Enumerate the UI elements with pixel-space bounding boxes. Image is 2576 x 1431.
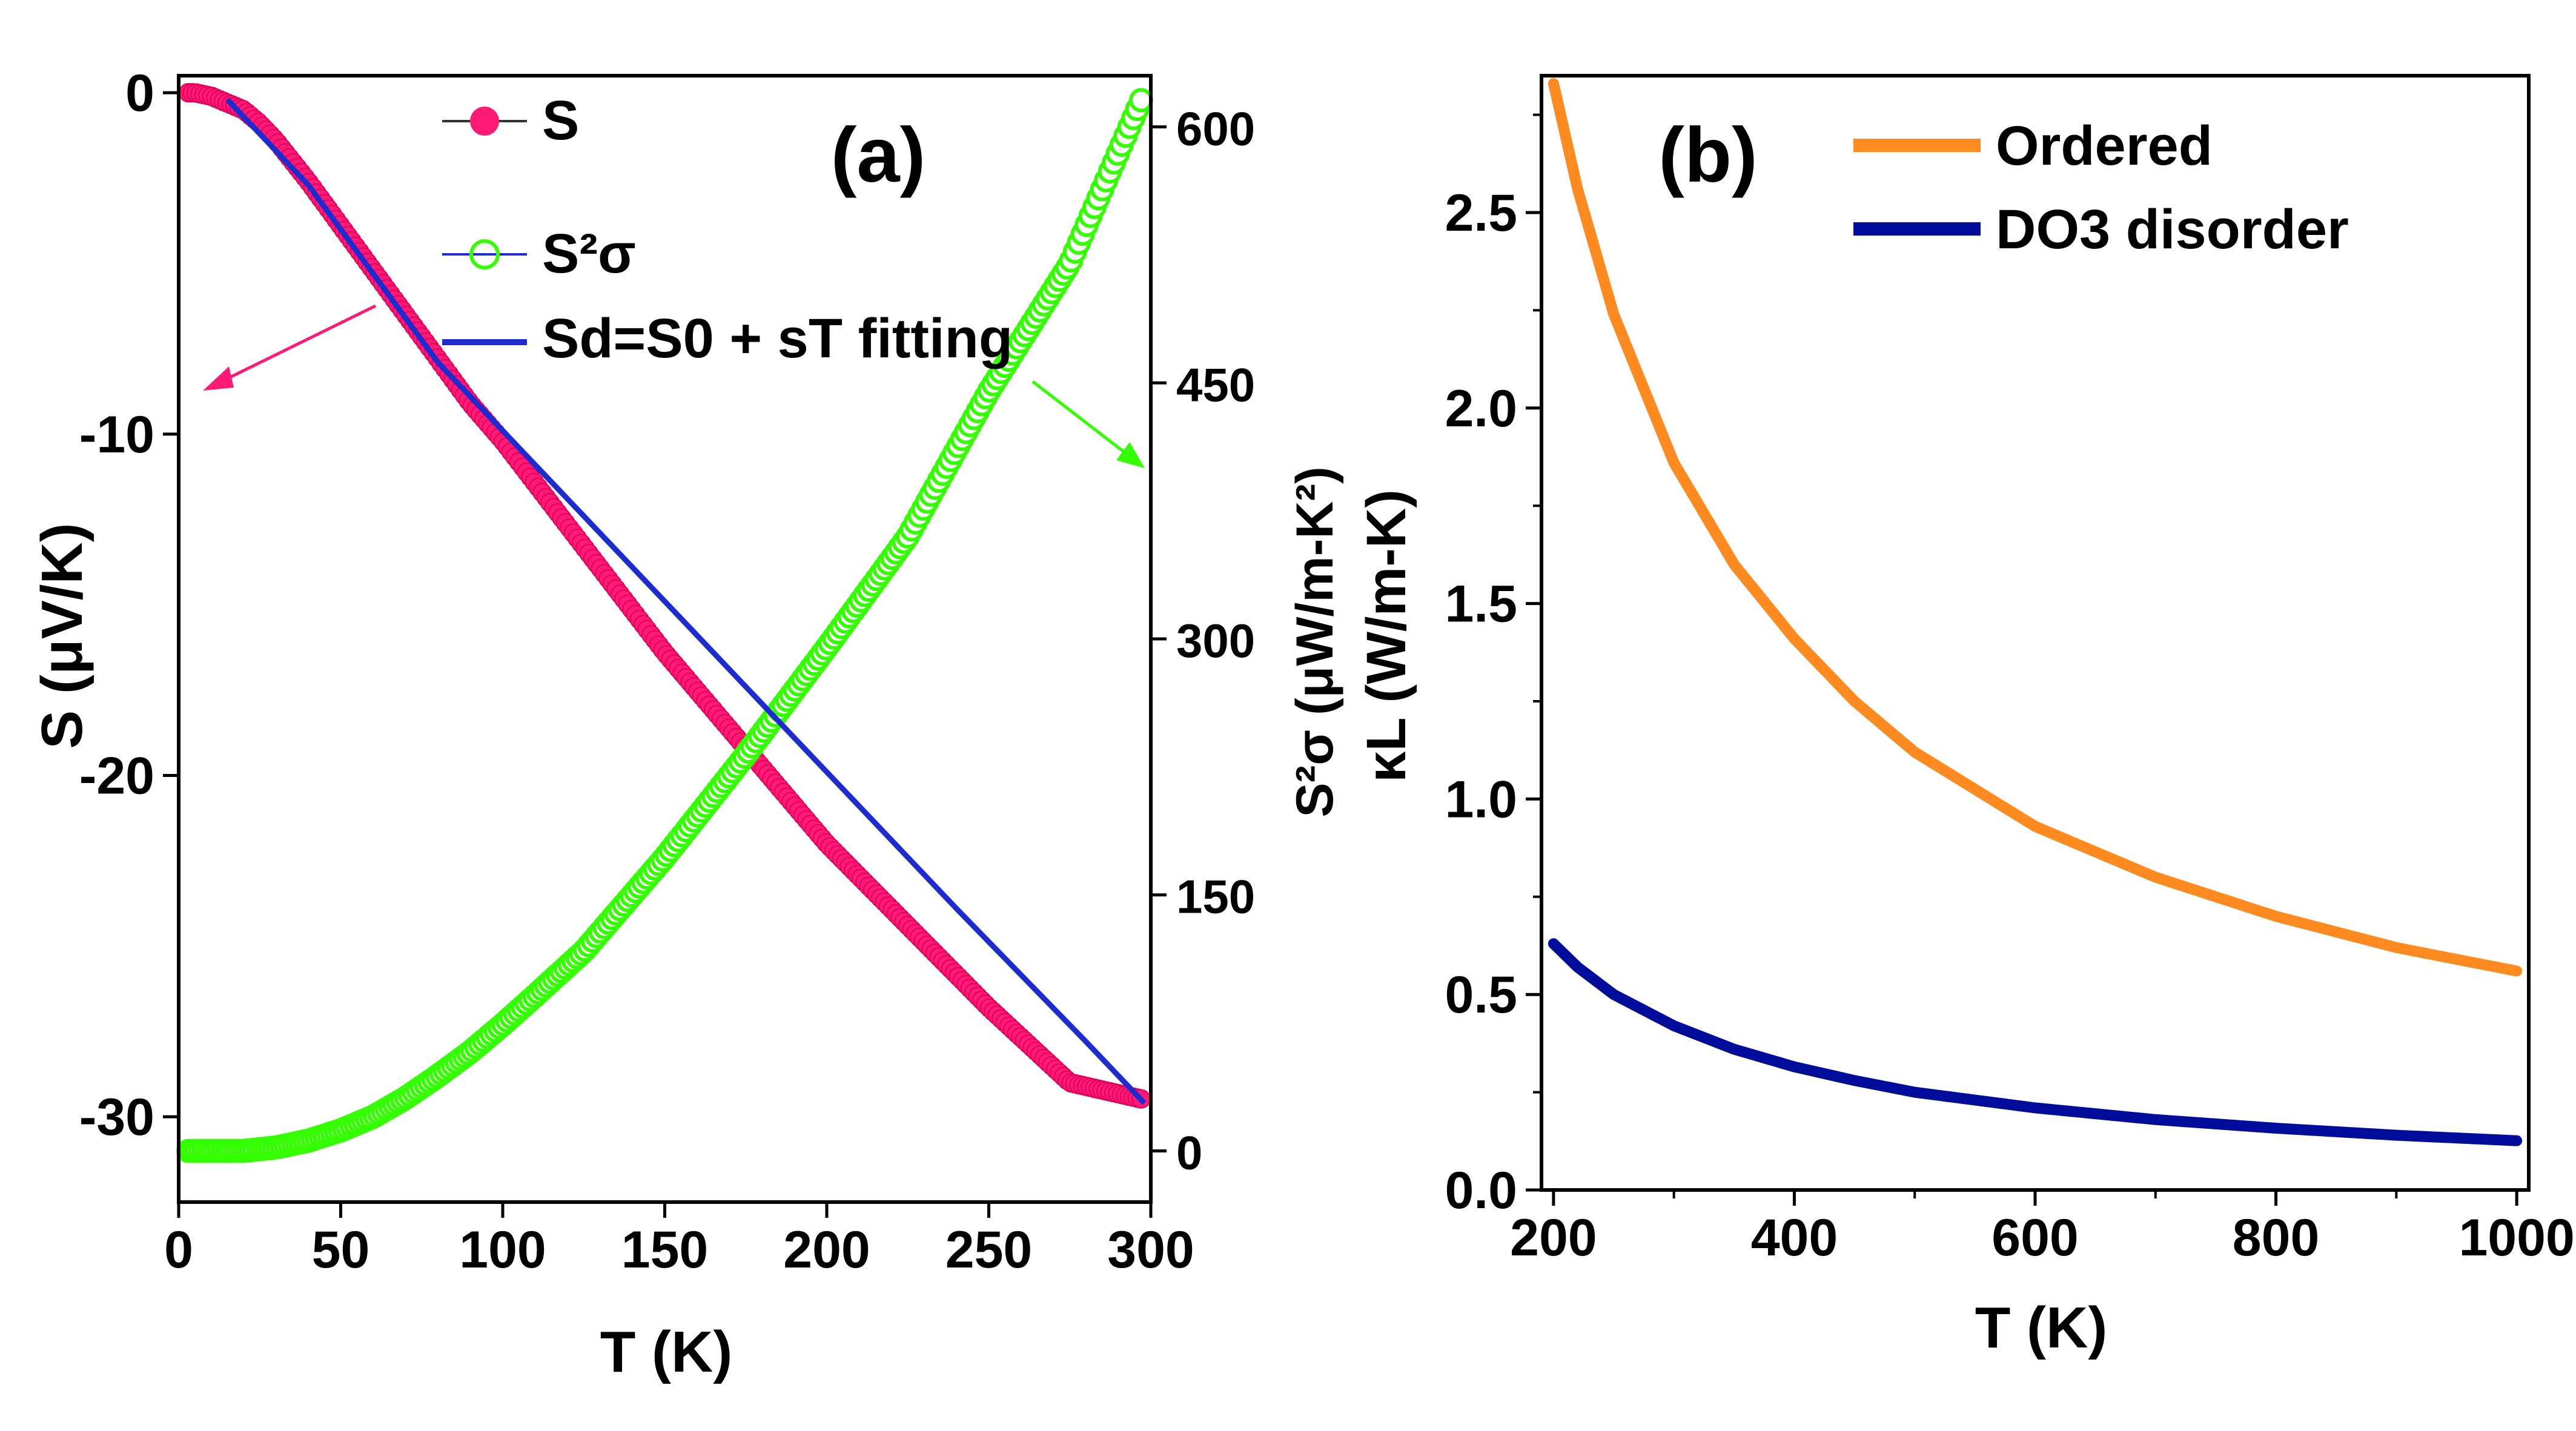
panel-b-label: (b)	[1658, 112, 1757, 199]
panel-b-x-axis-title: T (K)	[1975, 1295, 2108, 1360]
y-tick-label: 1.0	[1445, 770, 1517, 828]
legend-label-do3-disorder: DO3 disorder	[1996, 199, 2349, 260]
x-tick-label: 1000	[2458, 1209, 2574, 1267]
x-tick-label: 200	[1510, 1209, 1597, 1267]
panel-a-series-layer	[176, 83, 1153, 1163]
y-tick-label: 2.5	[1445, 184, 1517, 242]
series-do3-disorder	[1548, 938, 2523, 1146]
left-y-tick-label: -10	[79, 406, 154, 464]
panel-a-left-ticks: 0 -10 -20 -30	[79, 64, 179, 1146]
panel-b: 200 400 600 800 1000 0.00.51.01.52.02.5 (b) …	[1356, 74, 2575, 1360]
legend-label-s2sigma: S²σ	[542, 223, 636, 285]
panel-b-y-ticks: 0.0 0.5 1.0 1.5 2.0 2.5	[1445, 113, 1541, 1220]
panel-b-x-ticks: 200 400 600 800 1000	[1510, 1190, 2575, 1267]
right-y-tick-label: 150	[1176, 870, 1255, 924]
x-tick-label: 150	[621, 1221, 709, 1279]
x-tick-label: 400	[1751, 1209, 1838, 1267]
panel-a-label: (a)	[831, 112, 925, 199]
panel-a-left-axis-title: S (μV/K)	[30, 523, 94, 749]
panel-b-y-axis-title: κL (W/m-K)	[1356, 489, 1417, 782]
y-tick-label: 1.5	[1445, 575, 1517, 633]
panel-a-x-ticks: 0 50 100 150 200 250 300	[164, 1202, 1194, 1279]
series-line	[1548, 938, 2523, 1146]
legend-entry-s2sigma: S²σ	[442, 223, 636, 285]
series-fit-line	[225, 97, 1147, 1105]
left-y-tick-label: -20	[79, 747, 154, 805]
legend-entry-s: S	[442, 90, 579, 151]
panel-a-right-axis-title: S²σ (μW/m-K²)	[1286, 466, 1344, 818]
panel-a-left-pointer-arrow	[203, 304, 377, 391]
legend-label-fit: Sd=S0 + sT fitting	[542, 308, 1013, 369]
x-tick-label: 600	[1992, 1209, 2079, 1267]
x-tick-label: 300	[1107, 1221, 1194, 1279]
y-tick-label: 0.0	[1445, 1162, 1517, 1220]
series-s2sigma	[176, 88, 1153, 1163]
panel-a-right-pointer-arrow	[1031, 380, 1145, 468]
legend-label-ordered: Ordered	[1996, 115, 2213, 177]
panel-a-right-ticks: 0 150 300 450 600	[1151, 102, 1255, 1179]
legend-label-s: S	[542, 90, 579, 151]
x-tick-label: 50	[312, 1221, 370, 1279]
right-y-tick-label: 450	[1176, 358, 1255, 411]
series-s2sigma-point	[1128, 88, 1153, 113]
series-fit	[225, 97, 1147, 1105]
left-y-tick-label: 0	[125, 64, 154, 122]
left-y-tick-label: -30	[79, 1088, 154, 1146]
x-tick-label: 250	[945, 1221, 1033, 1279]
panel-b-series-layer	[1548, 78, 2523, 1146]
panel-a-legend: S S²σ Sd=S0 + sT fitting	[442, 90, 1013, 369]
x-tick-label: 0	[164, 1221, 193, 1279]
legend-entry-fit: Sd=S0 + sT fitting	[442, 308, 1013, 369]
legend-entry-ordered: Ordered	[1853, 115, 2213, 177]
panel-a-x-axis-title: T (K)	[600, 1320, 733, 1384]
x-tick-label: 100	[459, 1221, 546, 1279]
y-tick-label: 2.0	[1445, 380, 1517, 438]
right-y-tick-label: 0	[1176, 1126, 1202, 1179]
panel-a: 0 50 100 150 200 250 300 0 -10 -20 -30 0 150 300 450…	[30, 64, 1344, 1384]
series-ordered	[1548, 78, 2523, 977]
x-tick-label: 200	[783, 1221, 870, 1279]
y-tick-label: 0.5	[1445, 966, 1517, 1024]
x-tick-label: 800	[2233, 1209, 2320, 1267]
right-y-tick-label: 300	[1176, 614, 1255, 667]
legend-entry-do3-disorder: DO3 disorder	[1853, 199, 2349, 260]
panel-b-legend: Ordered DO3 disorder	[1853, 115, 2349, 260]
series-line	[1548, 78, 2523, 977]
right-y-tick-label: 600	[1176, 102, 1255, 156]
